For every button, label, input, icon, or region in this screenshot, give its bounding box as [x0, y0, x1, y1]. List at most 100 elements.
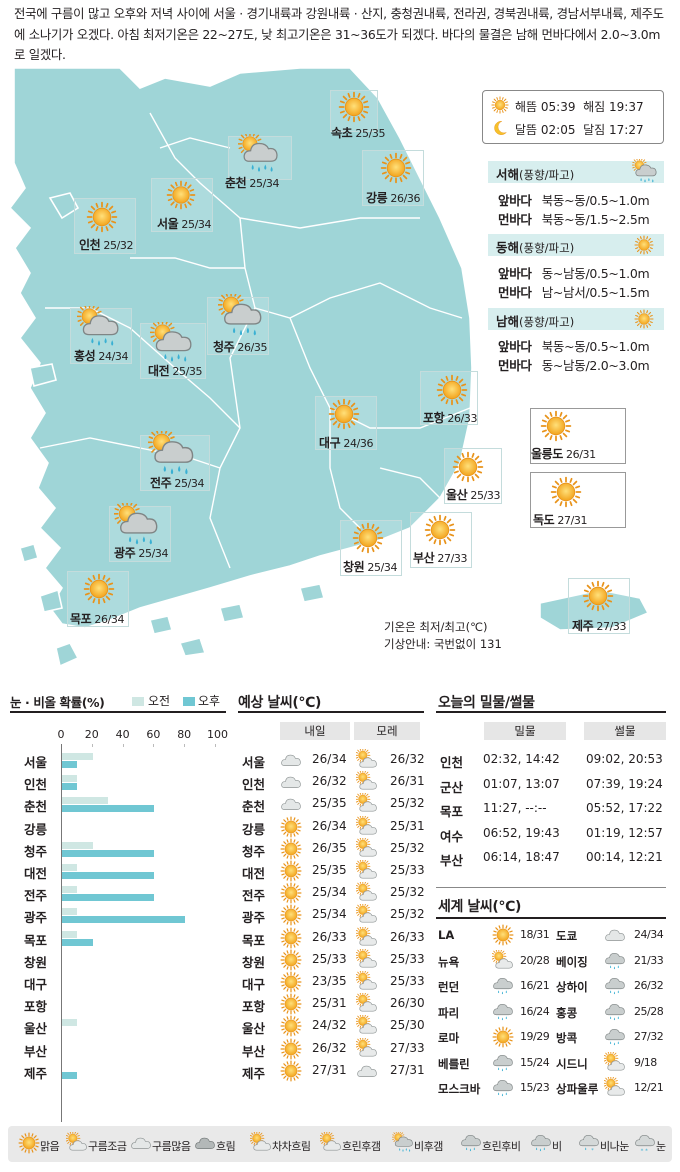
sun-icon	[280, 904, 302, 926]
forecast-temp-dayafter: 26/33	[390, 929, 425, 944]
map-city-dokdo: 독도 27/31	[533, 513, 588, 527]
sea-east-near: 앞바다 동~남동/0.5~1.0m	[498, 266, 650, 281]
precip-bar-pm	[62, 872, 155, 879]
precip-city-label: 포항	[24, 999, 48, 1015]
sun-icon	[452, 451, 484, 483]
sun-cloud-icon	[356, 771, 378, 793]
sun-cloud-icon	[356, 993, 378, 1015]
sea-east-far: 먼바다 남~남서/0.5~1.5m	[498, 285, 650, 300]
sun-cloud-icon	[320, 1132, 342, 1154]
tide-low-times: 09:02, 20:53	[586, 752, 663, 766]
tide-city: 군산	[440, 779, 464, 795]
icon-legend-label: 비후갬	[414, 1140, 443, 1153]
world-temp: 15/24	[520, 1055, 550, 1069]
world-title: 세계 날씨(℃)	[438, 899, 521, 915]
tides-col-low: 썰물	[584, 722, 666, 740]
icon-legend-label: 흐린후갬	[342, 1140, 381, 1153]
sun-icon	[280, 993, 302, 1015]
forecast-temp-dayafter: 25/33	[390, 951, 425, 966]
forecast-temp-tomorrow: 26/34	[312, 752, 347, 766]
forecast-city: 춘천	[242, 799, 266, 815]
rain-icon	[604, 950, 626, 972]
shower-icon	[77, 306, 121, 350]
forecast-col-dayafter: 모레	[354, 722, 420, 740]
sun-icon	[280, 1015, 302, 1037]
precip-tick-mark	[153, 744, 155, 747]
world-temp: 27/32	[634, 1030, 664, 1043]
forecast-temp-dayafter: 25/33	[390, 863, 425, 877]
sun-icon	[328, 398, 360, 430]
intro-text: 전국에 구름이 많고 오후와 저녁 사이에 서울 · 경기내륙과 강원내륙 · …	[14, 6, 664, 62]
city-box-jeju	[568, 578, 630, 634]
forecast-temp-dayafter: 26/32	[390, 752, 425, 766]
precip-bar-am	[62, 797, 109, 805]
precip-bar-pm	[62, 805, 155, 813]
forecast-city: 울산	[242, 1021, 266, 1037]
sun-icon	[540, 410, 572, 442]
sea-east-header: 동해(풍향/파고)	[488, 234, 664, 256]
sea-west-far: 먼바다 북동~동/1.5~2.5m	[498, 212, 650, 227]
precip-tick-label: 0	[57, 728, 65, 741]
world-city: 시드니	[556, 1056, 588, 1071]
forecast-city: 창원	[242, 954, 266, 970]
world-city: 홍콩	[556, 1005, 578, 1020]
precip-bar-am	[62, 886, 78, 894]
rain-icon	[492, 975, 514, 997]
tides-title: 오늘의 밀물/썰물	[438, 695, 535, 711]
rain-icon	[604, 1026, 626, 1048]
forecast-temp-dayafter: 27/31	[390, 1062, 425, 1077]
sun-icon	[280, 860, 302, 882]
sun-icon	[492, 924, 514, 946]
sun-icon	[86, 201, 118, 233]
forecast-temp-tomorrow: 24/32	[312, 1018, 347, 1033]
snow-icon	[634, 1132, 656, 1154]
rain-icon	[492, 1052, 514, 1074]
forecast-temp-dayafter: 25/32	[390, 907, 425, 922]
sea-west-near: 앞바다 북동~동/0.5~1.0m	[498, 193, 650, 208]
world-temp: 18/31	[520, 928, 550, 941]
world-city: 방콕	[556, 1031, 578, 1045]
precip-city-label: 대전	[24, 866, 48, 881]
legend-pm-swatch	[183, 697, 195, 706]
sun-cloud-icon	[604, 1052, 626, 1074]
precip-bar-am	[62, 775, 78, 783]
tide-high-times: 11:27, --:--	[483, 801, 547, 816]
world-top-rule	[436, 887, 666, 888]
world-city: 런던	[438, 980, 460, 994]
city-box-seoul	[151, 178, 213, 232]
sun-icon	[436, 374, 468, 406]
shower-icon	[392, 1132, 414, 1154]
sun-cloud-icon	[356, 749, 378, 771]
sun-cloud-icon	[356, 971, 378, 993]
map-city-seoul: 서울 25/34	[157, 217, 212, 231]
world-temp: 16/21	[520, 979, 550, 992]
precip-bar-pm	[62, 894, 155, 902]
temp-unit-note: 기온은 최저/최고(℃)	[384, 620, 488, 634]
precip-bar-pm	[62, 1071, 78, 1079]
precip-city-label: 울산	[24, 1021, 48, 1037]
precip-city-label: 서울	[24, 755, 48, 770]
precip-city-label: 인천	[24, 777, 48, 793]
tide-low-times: 07:39, 19:24	[586, 776, 663, 791]
precip-bar-am	[62, 930, 78, 938]
tide-city: 여수	[440, 828, 464, 844]
map-city-sokcho: 속초 25/35	[331, 126, 386, 140]
precip-tick-mark	[122, 744, 124, 747]
rain-icon	[460, 1132, 482, 1154]
icon-legend-bar	[8, 1126, 672, 1162]
world-city: 베를린	[438, 1056, 470, 1071]
world-city: 베이징	[556, 954, 588, 969]
rain-icon	[604, 1001, 626, 1023]
sun-icon	[634, 235, 654, 255]
icon-legend-label: 비나눈	[600, 1140, 629, 1153]
forecast-city: 부산	[242, 1043, 266, 1059]
world-temp: 15/23	[520, 1081, 550, 1094]
forecast-city: 전주	[242, 888, 266, 904]
world-city: 파리	[438, 1005, 460, 1020]
sun-icon	[380, 152, 412, 184]
forecast-col-tomorrow: 내일	[280, 722, 350, 740]
precip-bar-pm	[62, 916, 186, 924]
forecast-city: 대전	[242, 866, 266, 881]
forecast-rule	[238, 711, 424, 713]
forecast-temp-dayafter: 25/32	[390, 796, 425, 811]
